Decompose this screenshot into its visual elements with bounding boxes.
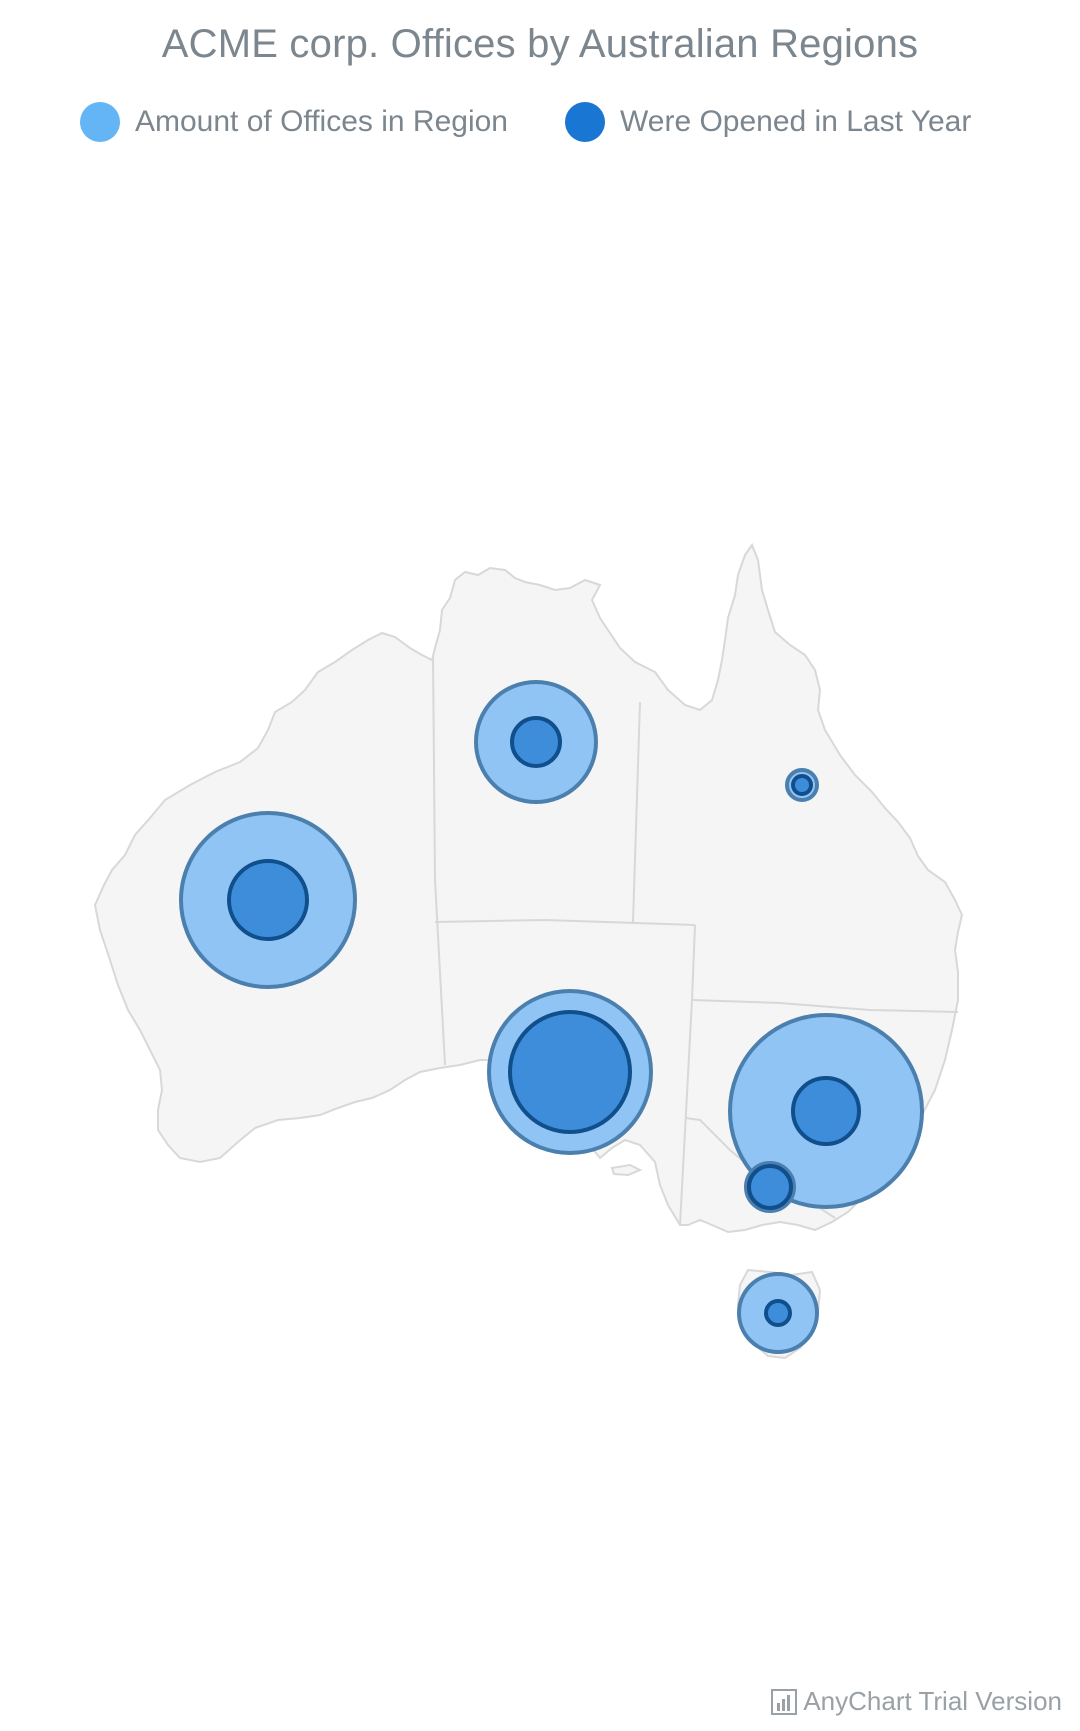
legend-item-offices[interactable]: Amount of Offices in Region [80,100,508,144]
bubble-opened-western-australia[interactable] [227,859,309,941]
bubble-opened-queensland[interactable] [791,774,813,796]
legend-item-opened[interactable]: Were Opened in Last Year [565,100,971,144]
border-qld-nsw [691,999,959,1013]
watermark-text: AnyChart Trial Version [803,1686,1062,1716]
bubble-opened-northern-territory[interactable] [510,716,562,768]
watermark[interactable]: AnyChart Trial Version [771,1686,1062,1717]
border-nt-sa [434,918,696,926]
legend-marker-offices [80,102,120,142]
legend-marker-opened [565,102,605,142]
border-nt-qld [632,701,641,923]
bubble-layer [179,680,924,1354]
bar-chart-icon [771,1688,798,1715]
legend-label-opened: Were Opened in Last Year [620,105,972,138]
border-wa [432,654,446,1066]
bubble-opened-south-australia[interactable] [508,1010,632,1134]
legend-label-offices: Amount of Offices in Region [135,105,508,138]
bubble-opened-tasmania[interactable] [764,1299,792,1327]
bubble-opened-victoria[interactable] [747,1164,793,1210]
bubble-opened-new-south-wales[interactable] [791,1076,861,1146]
chart-title: ACME corp. Offices by Australian Regions [161,22,919,66]
kangaroo-island-shape [610,1163,643,1177]
